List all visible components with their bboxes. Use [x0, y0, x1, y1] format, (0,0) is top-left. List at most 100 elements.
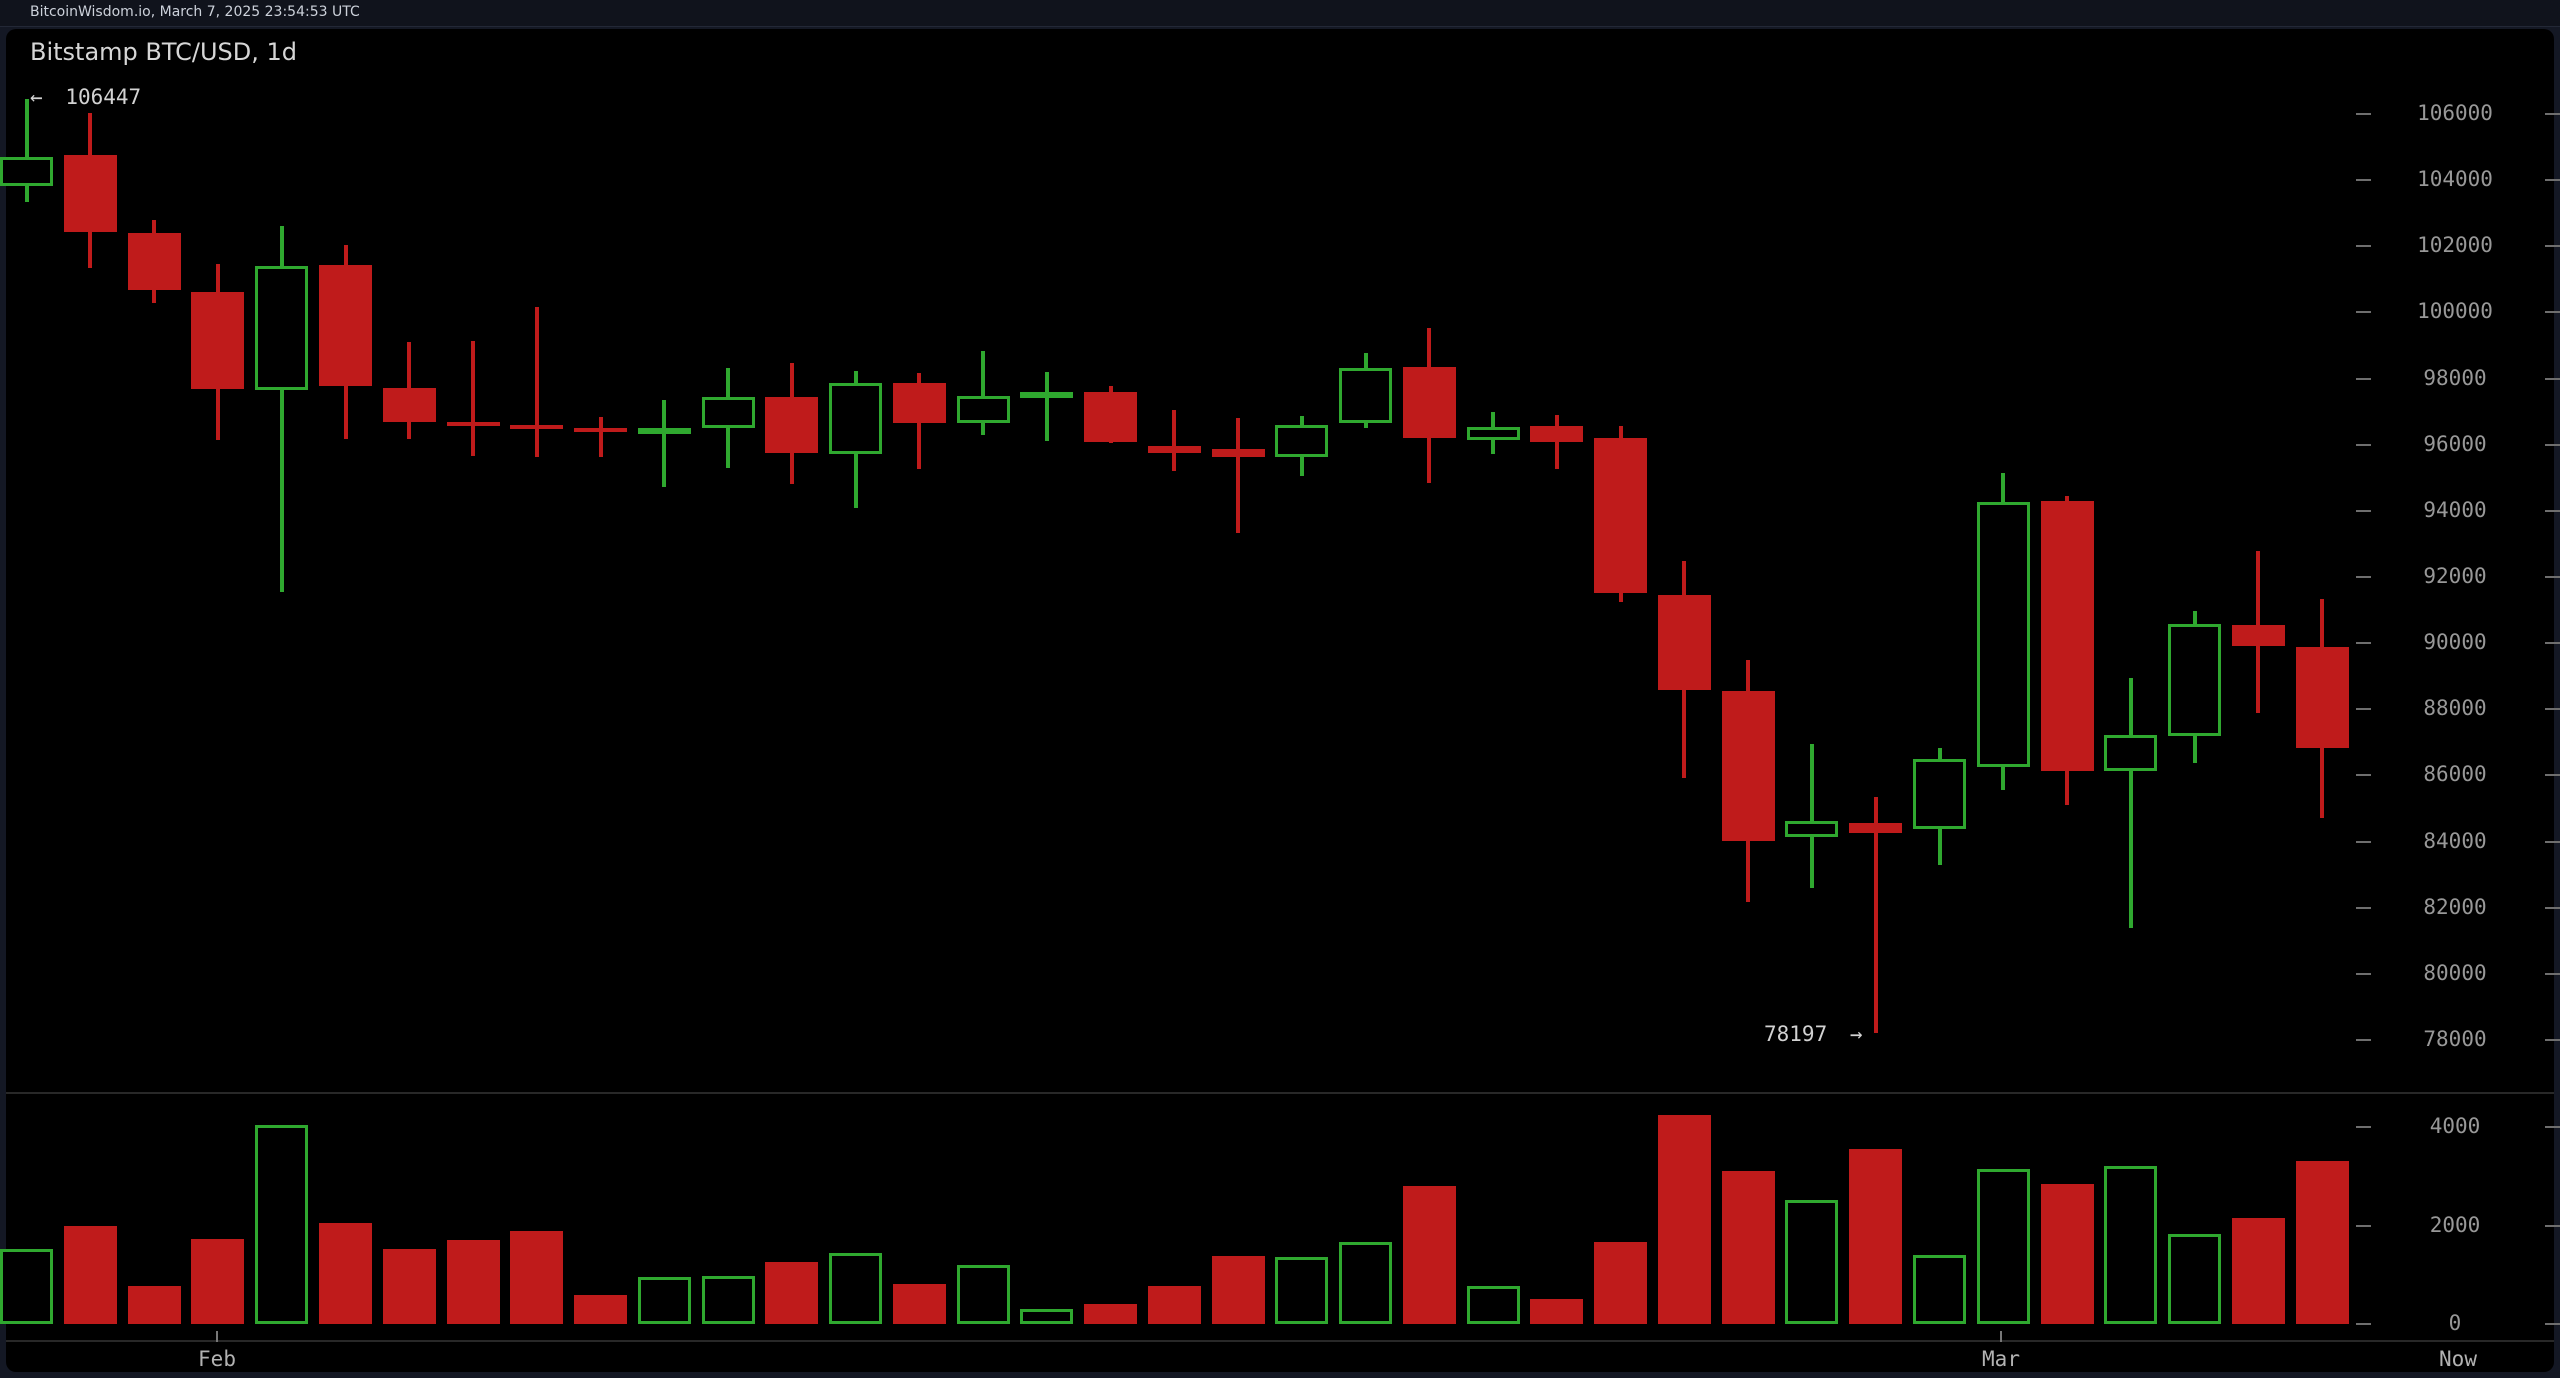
candle-body[interactable]	[382, 387, 436, 422]
axis-tick-dash	[2545, 377, 2560, 380]
candle-body[interactable]	[1402, 367, 1456, 438]
candle-body[interactable]	[1594, 437, 1648, 594]
price-tick-label: 106000	[2417, 101, 2493, 125]
volume-bar[interactable]	[255, 1124, 309, 1324]
candle-body[interactable]	[1147, 446, 1201, 453]
volume-bar[interactable]	[319, 1222, 372, 1324]
volume-bar[interactable]	[446, 1240, 500, 1324]
volume-bar[interactable]	[1466, 1285, 1520, 1324]
volume-bar[interactable]	[1976, 1168, 2030, 1324]
session-high-label: ← 106447	[30, 87, 141, 108]
candle-body[interactable]	[1339, 368, 1393, 424]
volume-bar[interactable]	[2040, 1184, 2094, 1324]
volume-bar[interactable]	[1147, 1285, 1201, 1324]
candle-body[interactable]	[1976, 501, 2030, 768]
axis-tick-dash	[2356, 1224, 2371, 1227]
volume-bar[interactable]	[1020, 1309, 1074, 1324]
candle-body[interactable]	[829, 382, 883, 454]
candle-body[interactable]	[319, 265, 372, 386]
price-tick-label: 100000	[2417, 299, 2493, 324]
volume-bar[interactable]	[191, 1238, 245, 1324]
candle-body[interactable]	[1211, 449, 1265, 457]
candle-body[interactable]	[1020, 392, 1074, 399]
volume-bar[interactable]	[0, 1248, 54, 1324]
candle-wick	[2128, 678, 2133, 929]
time-axis-label: Mar	[1982, 1347, 2020, 1371]
volume-bar[interactable]	[2104, 1166, 2158, 1324]
volume-bar[interactable]	[892, 1284, 946, 1324]
volume-bar[interactable]	[1913, 1254, 1966, 1324]
volume-bar[interactable]	[1785, 1200, 1839, 1324]
volume-bar[interactable]	[1721, 1171, 1775, 1324]
volume-bar[interactable]	[2231, 1218, 2285, 1324]
candle-body[interactable]	[2168, 623, 2222, 736]
price-tick-label: 94000	[2423, 497, 2487, 522]
candle-body[interactable]	[191, 292, 245, 390]
candle-body[interactable]	[1657, 595, 1711, 691]
candle-body[interactable]	[127, 233, 181, 290]
volume-tick-label: 2000	[2429, 1212, 2481, 1237]
candle-body[interactable]	[701, 397, 755, 429]
candle-wick	[471, 340, 476, 456]
candle-body[interactable]	[956, 396, 1010, 423]
volume-bar[interactable]	[829, 1252, 883, 1324]
volume-bar[interactable]	[2168, 1234, 2222, 1324]
candle-body[interactable]	[2040, 500, 2094, 771]
volume-bar[interactable]	[1084, 1303, 1138, 1324]
pane-separator-line	[6, 1092, 2554, 1094]
volume-bar[interactable]	[574, 1294, 628, 1324]
axis-tick-dash	[2356, 509, 2371, 512]
time-axis-label: Feb	[198, 1347, 236, 1371]
candle-body[interactable]	[1466, 426, 1520, 441]
volume-bar[interactable]	[701, 1275, 755, 1324]
candle-body[interactable]	[1530, 425, 1584, 442]
axis-tick-dash	[2545, 245, 2560, 248]
candle-body[interactable]	[63, 155, 117, 232]
volume-bar[interactable]	[765, 1262, 819, 1324]
volume-bar[interactable]	[637, 1276, 691, 1324]
candle-body[interactable]	[1913, 759, 1966, 829]
axis-tick-dash	[2356, 972, 2371, 975]
volume-bar[interactable]	[1339, 1242, 1393, 1324]
candle-body[interactable]	[1084, 392, 1138, 442]
volume-bar[interactable]	[1530, 1298, 1584, 1324]
volume-bar[interactable]	[2295, 1161, 2349, 1324]
candle-body[interactable]	[255, 265, 309, 391]
candle-body[interactable]	[574, 428, 628, 433]
axis-tick-dash	[2356, 708, 2371, 711]
volume-bar[interactable]	[127, 1285, 181, 1324]
volume-bar[interactable]	[1849, 1149, 1903, 1324]
candle-body[interactable]	[2295, 646, 2349, 749]
chart-title: Bitstamp BTC/USD, 1d	[30, 38, 298, 66]
axis-tick-dash	[2545, 1224, 2560, 1227]
axis-tick-dash	[2545, 179, 2560, 182]
axis-tick-dash	[2545, 443, 2560, 446]
volume-bar[interactable]	[382, 1248, 436, 1324]
candle-body[interactable]	[892, 382, 946, 423]
candle-body[interactable]	[1275, 424, 1329, 457]
candle-body[interactable]	[637, 428, 691, 435]
candle-body[interactable]	[1721, 691, 1775, 841]
volume-bar[interactable]	[1402, 1185, 1456, 1324]
candle-body[interactable]	[0, 156, 54, 186]
candle-body[interactable]	[2231, 624, 2285, 647]
volume-bar[interactable]	[1275, 1256, 1329, 1324]
candle-body[interactable]	[2104, 735, 2158, 771]
candle-wick	[981, 350, 986, 436]
volume-bar[interactable]	[510, 1230, 564, 1324]
volume-bar[interactable]	[1657, 1114, 1711, 1324]
time-axis-line	[6, 1340, 2554, 1342]
candle-body[interactable]	[765, 396, 819, 453]
candle-wick	[534, 306, 539, 457]
volume-bar[interactable]	[63, 1226, 117, 1324]
left-arrow-icon: ←	[30, 85, 43, 109]
candle-body[interactable]	[1785, 820, 1839, 837]
volume-bar[interactable]	[956, 1264, 1010, 1324]
candle-body[interactable]	[510, 424, 564, 429]
volume-bar[interactable]	[1594, 1242, 1648, 1324]
volume-bar[interactable]	[1211, 1256, 1265, 1324]
candle-body[interactable]	[446, 421, 500, 426]
candle-body[interactable]	[1849, 822, 1903, 833]
axis-tick-dash	[2545, 906, 2560, 909]
